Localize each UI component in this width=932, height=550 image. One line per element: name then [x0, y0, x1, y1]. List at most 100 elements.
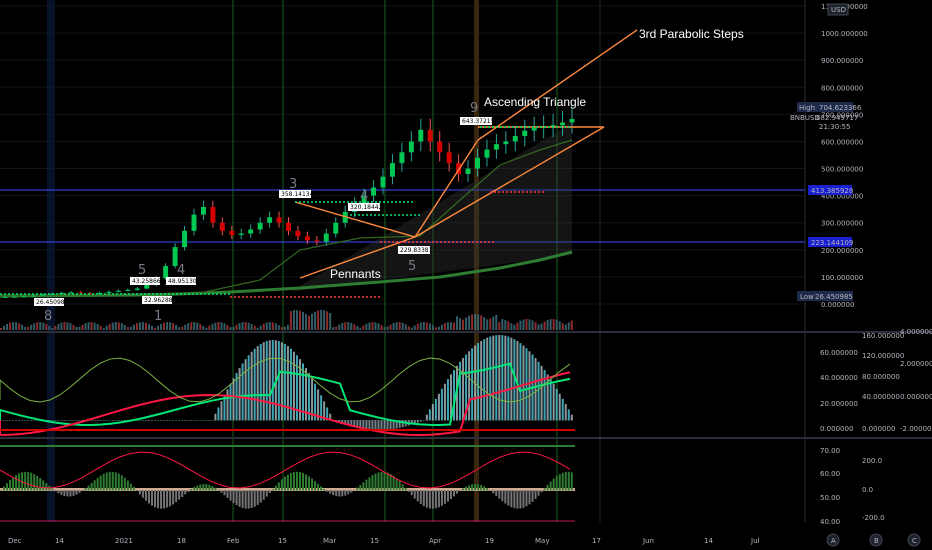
osc2-bar — [226, 490, 229, 498]
osc2-bar — [66, 490, 69, 497]
volume-bar — [486, 319, 489, 330]
price-tick: 1000.000000 — [821, 30, 868, 38]
volume-bar — [160, 323, 163, 330]
volume-bar — [474, 314, 477, 330]
osc2-bar — [147, 490, 150, 504]
wave-count: 9 — [470, 101, 478, 116]
volume-bar — [51, 327, 54, 330]
osc2-bar — [277, 482, 280, 491]
footer-button-a[interactable] — [826, 533, 840, 547]
time-tick: 15 — [370, 537, 379, 545]
volume-bar — [69, 323, 72, 330]
osc2-bar — [253, 490, 256, 507]
osc2-bar — [6, 483, 9, 491]
volume-bar — [419, 322, 422, 330]
osc1-mid-tick: 80.000000 — [862, 373, 900, 381]
volume-bar — [135, 323, 138, 330]
osc1-bar — [250, 351, 253, 421]
osc1-bar — [437, 393, 440, 421]
osc2-bar — [3, 486, 6, 491]
price-label: 26.450985 — [36, 299, 69, 306]
osc1-bar — [471, 348, 474, 421]
volume-bar — [377, 323, 380, 330]
osc1-bar — [96, 420, 99, 421]
osc2-bar — [87, 485, 90, 491]
candle-body — [418, 129, 424, 142]
volume-bar — [12, 322, 15, 330]
osc1-bar — [492, 335, 495, 421]
osc1-bar — [326, 407, 329, 421]
volume-bars — [0, 310, 573, 330]
osc2-bar — [302, 473, 304, 491]
volume-bar — [6, 323, 9, 330]
volume-bar — [81, 324, 84, 330]
osc1-bar — [265, 340, 268, 421]
volume-bar — [329, 313, 332, 330]
osc2-bar — [99, 475, 102, 491]
candle-body — [493, 144, 499, 150]
osc1-bar — [519, 343, 522, 421]
osc2-bar — [305, 474, 308, 491]
osc1-bar — [317, 389, 320, 421]
osc2-bar — [555, 476, 558, 491]
osc1-bar — [428, 409, 431, 421]
price-label: 43.258667 — [132, 278, 165, 285]
volume-bar — [534, 322, 537, 330]
osc1-bar — [262, 342, 265, 421]
osc1-bar — [347, 420, 350, 426]
volume-bar — [561, 323, 564, 330]
volume-bar — [184, 324, 187, 330]
osc1-bar — [72, 420, 75, 421]
osc1-bar — [271, 340, 274, 421]
hline-tag-223-text: 223.144109 — [811, 239, 853, 247]
volume-bar — [157, 325, 160, 330]
osc2-bar — [344, 490, 347, 496]
volume-bar — [564, 324, 567, 330]
time-tick: 19 — [485, 537, 494, 545]
volume-bar — [87, 322, 90, 330]
osc1-bar — [283, 343, 286, 421]
osc2-bar — [24, 471, 27, 491]
dotted-levels — [0, 126, 570, 298]
volume-bar — [401, 322, 404, 330]
osc2-bar — [178, 490, 181, 500]
osc2-bar — [9, 480, 12, 491]
osc2-bar — [507, 490, 510, 506]
osc1-bar — [368, 420, 371, 431]
osc2-bar — [489, 490, 492, 491]
osc1-bar — [459, 361, 462, 421]
volume-bar — [305, 314, 308, 330]
price-label: 32.962888 — [144, 297, 177, 304]
volume-bar — [311, 313, 314, 330]
osc2-bar — [202, 484, 205, 491]
volume-bar — [462, 319, 465, 330]
footer-button-c[interactable] — [907, 533, 921, 547]
osc2-bar — [175, 490, 178, 503]
osc2-bar — [193, 487, 196, 491]
footer-button-b[interactable] — [869, 533, 883, 547]
volume-bar — [66, 322, 69, 330]
osc2-bar — [338, 490, 341, 497]
osc2-bar — [217, 489, 220, 491]
price-tick: 200.000000 — [821, 247, 863, 255]
volume-bar — [425, 322, 428, 330]
volume-bar — [30, 324, 33, 330]
osc2-bar — [36, 475, 39, 491]
volume-bar — [501, 319, 504, 330]
osc2-bar — [33, 474, 36, 491]
low-tag — [797, 291, 853, 301]
volume-bar — [549, 319, 552, 330]
osc1-bar — [223, 395, 226, 421]
candle-body — [304, 236, 310, 241]
osc2-bar — [564, 471, 567, 491]
trendlines — [294, 29, 638, 279]
osc2-bar — [413, 490, 416, 499]
osc1-bar — [253, 348, 256, 421]
osc2-bar — [72, 490, 75, 496]
osc1-bar — [169, 420, 172, 421]
osc2-bar — [120, 475, 123, 491]
volume-bar — [280, 327, 283, 330]
volume-bar — [483, 317, 486, 330]
high-tag-value: 704.623366 — [819, 104, 862, 112]
osc2-bar — [151, 490, 153, 506]
